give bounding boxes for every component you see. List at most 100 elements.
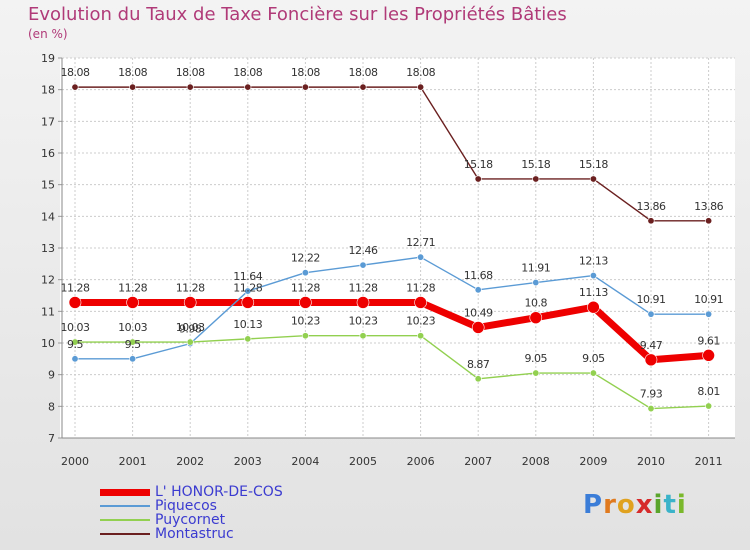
data-point [71,338,79,346]
data-point [244,83,252,91]
legend-item: Piquecos [100,499,283,513]
legend-item: Puycornet [100,513,283,527]
y-tick-label: 17 [41,115,55,128]
data-label: 15.18 [579,158,608,171]
data-point [359,332,367,340]
data-label: 11.64 [233,270,262,283]
data-point [589,369,597,377]
data-label: 10.13 [233,318,262,331]
data-point [702,349,715,362]
data-label: 10.03 [176,321,205,334]
chart-title: Evolution du Taux de Taxe Foncière sur l… [28,4,567,25]
series-line-0 [75,298,709,364]
data-point [471,321,485,334]
y-tick-label: 13 [41,242,55,255]
x-tick-label: 2009 [579,455,607,468]
data-point [186,83,194,91]
x-tick-label: 2011 [695,455,723,468]
data-label: 13.86 [694,200,723,213]
logo-letter: i [653,490,664,520]
legend: L' HONOR-DE-COS Piquecos Puycornet Montastr… [100,485,283,541]
proxiti-logo: Proxiti [583,490,687,520]
data-point [359,83,367,91]
logo-letter: o [616,490,636,520]
data-point [589,175,597,183]
y-tick-label: 8 [48,400,55,413]
data-label: 8.01 [697,385,720,398]
data-point [705,402,713,410]
data-label: 11.28 [406,281,435,294]
data-label: 10.91 [637,293,666,306]
legend-swatch [100,519,150,521]
data-point [68,296,82,309]
data-point [71,355,79,363]
logo-letter: t [663,490,677,520]
x-tick-label: 2010 [637,455,665,468]
data-label: 18.08 [176,66,205,79]
data-point [414,296,427,309]
data-point [417,83,425,91]
legend-swatch [100,505,150,507]
data-point [299,296,312,309]
data-point [529,311,543,324]
data-label: 9.47 [640,339,663,352]
data-label: 10.8 [525,297,548,310]
legend-label: Puycornet [155,512,226,528]
data-point [244,287,252,295]
data-point [71,83,79,91]
data-label: 18.08 [233,66,262,79]
data-label: 11.28 [349,281,378,294]
y-tick-label: 10 [41,337,55,350]
data-point [129,83,137,91]
data-point [647,217,655,225]
data-label: 9.05 [525,352,548,365]
data-label: 10.23 [291,315,320,328]
series-line-2 [75,335,709,410]
data-point [417,253,425,261]
y-tick-label: 11 [41,305,55,318]
x-tick-label: 2007 [464,455,492,468]
data-label: 18.08 [406,66,435,79]
x-tick-label: 2001 [119,455,147,468]
data-label: 11.28 [176,281,205,294]
data-point [129,355,137,363]
x-tick-label: 2003 [234,455,262,468]
data-point [644,353,658,367]
data-label: 12.13 [579,255,608,268]
data-label: 15.18 [521,158,550,171]
y-tick-label: 9 [48,369,55,382]
data-point [244,335,252,343]
data-point [359,261,367,269]
data-point [301,83,309,91]
data-point [474,175,482,183]
logo-letter: P [583,490,604,520]
x-tick-label: 2002 [176,455,204,468]
y-tick-label: 19 [41,52,55,65]
series-line-1 [75,256,709,360]
data-point [126,296,139,309]
data-point [356,296,370,309]
plot-background [60,58,735,438]
data-point [587,300,600,314]
data-point [532,279,540,287]
data-label: 10.03 [61,321,90,334]
data-label: 9.05 [582,352,605,365]
data-label: 9.61 [697,334,720,347]
data-label: 18.08 [118,66,147,79]
data-label: 10.23 [406,315,435,328]
legend-label: L' HONOR-DE-COS [155,484,283,500]
legend-swatch [100,488,150,496]
data-label: 11.68 [464,269,493,282]
data-label: 11.28 [233,281,262,294]
data-point [241,296,255,309]
x-tick-label: 2000 [61,455,89,468]
y-tick-label: 16 [41,147,55,160]
x-tick-label: 2006 [407,455,435,468]
data-point [186,338,194,346]
x-tick-label: 2004 [291,455,319,468]
legend-label: Piquecos [155,498,217,514]
y-tick-label: 14 [41,210,55,223]
data-point [474,375,482,383]
